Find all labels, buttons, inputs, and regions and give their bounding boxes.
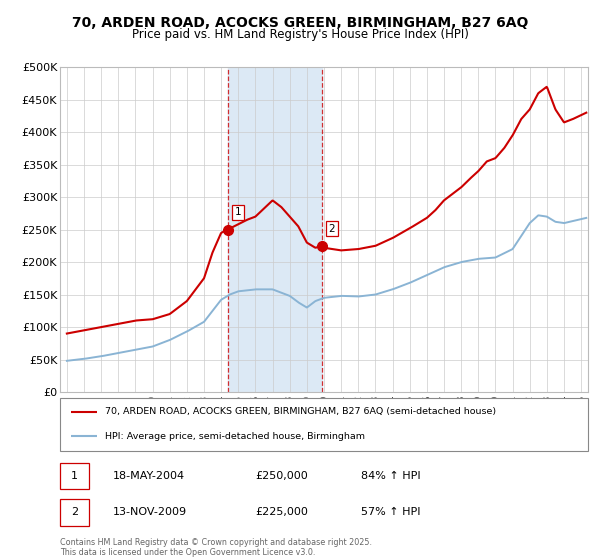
- Text: HPI: Average price, semi-detached house, Birmingham: HPI: Average price, semi-detached house,…: [105, 432, 365, 441]
- Text: 1: 1: [235, 207, 241, 217]
- Text: £225,000: £225,000: [256, 507, 308, 517]
- Text: 1: 1: [71, 471, 78, 481]
- Text: 18-MAY-2004: 18-MAY-2004: [113, 471, 185, 481]
- Text: £250,000: £250,000: [256, 471, 308, 481]
- Text: 2: 2: [329, 223, 335, 234]
- Text: 84% ↑ HPI: 84% ↑ HPI: [361, 471, 421, 481]
- Text: Contains HM Land Registry data © Crown copyright and database right 2025.
This d: Contains HM Land Registry data © Crown c…: [60, 538, 372, 557]
- FancyBboxPatch shape: [60, 499, 89, 526]
- Bar: [227, 67, 322, 392]
- Text: 70, ARDEN ROAD, ACOCKS GREEN, BIRMINGHAM, B27 6AQ: 70, ARDEN ROAD, ACOCKS GREEN, BIRMINGHAM…: [72, 16, 528, 30]
- Text: Price paid vs. HM Land Registry's House Price Index (HPI): Price paid vs. HM Land Registry's House …: [131, 28, 469, 41]
- FancyBboxPatch shape: [60, 398, 588, 451]
- Text: 13-NOV-2009: 13-NOV-2009: [113, 507, 187, 517]
- FancyBboxPatch shape: [60, 463, 89, 489]
- Text: 2: 2: [71, 507, 78, 517]
- Text: 70, ARDEN ROAD, ACOCKS GREEN, BIRMINGHAM, B27 6AQ (semi-detached house): 70, ARDEN ROAD, ACOCKS GREEN, BIRMINGHAM…: [105, 408, 496, 417]
- Text: 57% ↑ HPI: 57% ↑ HPI: [361, 507, 421, 517]
